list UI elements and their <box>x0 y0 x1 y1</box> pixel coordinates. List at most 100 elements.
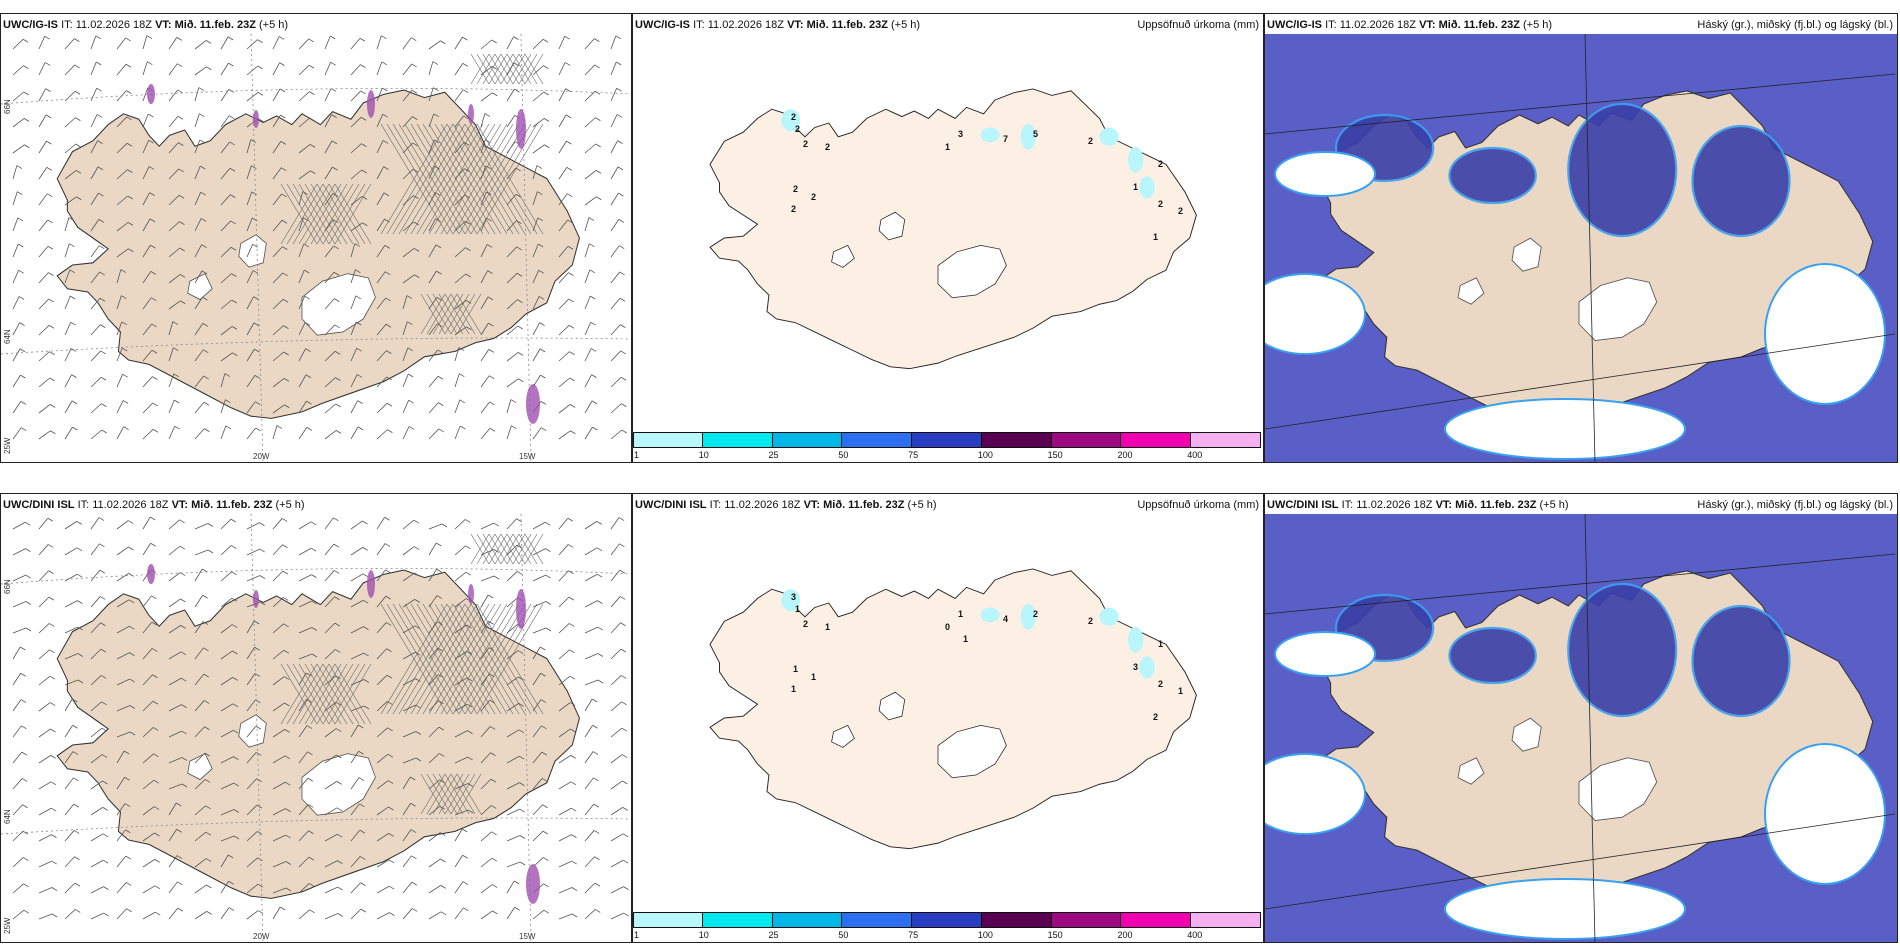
legend-tick-label: 100 <box>977 930 993 940</box>
cloud-map <box>1265 34 1897 462</box>
glacier <box>831 724 855 748</box>
wind-panel-row2: UWC/DINI ISL IT: 11.02.2026 18Z VT: Mið.… <box>0 493 632 943</box>
precip-value-label: 2 <box>803 619 809 629</box>
precip-area <box>980 607 1000 623</box>
precip-panel-row1: UWC/IG-IS IT: 11.02.2026 18Z VT: Mið. 11… <box>632 13 1264 463</box>
precip-area <box>1099 127 1119 146</box>
hatch-areas <box>280 533 544 815</box>
legend-swatch <box>842 432 913 448</box>
precip-value-label: 1 <box>795 604 801 614</box>
precip-title: Uppsöfnuð úrkoma (mm) <box>1137 19 1259 31</box>
panel-header: UWC/DINI ISL IT: 11.02.2026 18Z VT: Mið.… <box>3 499 305 511</box>
iceland-land <box>56 569 580 899</box>
legend-tick-label: 200 <box>1117 930 1133 940</box>
iceland-land <box>709 568 1197 850</box>
precip-value-label: 0 <box>945 622 951 632</box>
cloud-map <box>1265 514 1897 942</box>
clear-sky-area <box>1444 878 1686 940</box>
legend-swatch <box>1051 912 1122 928</box>
glacier <box>937 244 1007 299</box>
lon-label-20: 20W <box>253 452 270 461</box>
legend-tick-label: 1 <box>634 930 640 940</box>
precip-value-label: 1 <box>958 609 964 619</box>
legend-swatch <box>702 912 773 928</box>
glacier <box>1578 277 1658 341</box>
iceland-land <box>1319 570 1874 906</box>
legend-tick-label: 75 <box>908 450 919 460</box>
legend-tick-label: 25 <box>768 930 779 940</box>
panel-header: UWC/IG-IS IT: 11.02.2026 18Z VT: Mið. 11… <box>1267 19 1553 31</box>
precip-value-label: 3 <box>1133 662 1139 672</box>
glacier <box>238 234 267 268</box>
legend-tick-label: 150 <box>1047 450 1063 460</box>
cloud-title: Háský (gr.), miðský (fj.bl.) og lágský (… <box>1697 499 1893 511</box>
clear-sky-area <box>1265 273 1366 355</box>
clear-sky-area <box>1444 398 1686 460</box>
iceland-land <box>1319 90 1874 426</box>
glacier <box>1578 757 1658 821</box>
graticule <box>1265 34 1896 462</box>
coastline <box>56 89 580 419</box>
coastline <box>56 569 580 899</box>
lon-label-15: 15W <box>519 932 536 941</box>
precip-area <box>1099 607 1119 626</box>
clear-sky-area <box>1764 263 1886 405</box>
cloud-panel-row2: UWC/DINI ISL IT: 11.02.2026 18Z VT: Mið.… <box>1264 493 1898 943</box>
panel-header: UWC/IG-IS IT: 11.02.2026 18Z VT: Mið. 11… <box>635 19 921 31</box>
precip-value-label: 2 <box>1158 159 1164 169</box>
legend-tick-label: 100 <box>977 450 993 460</box>
precip-value-label: 2 <box>1178 206 1184 216</box>
legend-swatch <box>633 432 703 448</box>
legend-swatch <box>981 912 1052 928</box>
legend-swatch <box>1121 432 1192 448</box>
lon-label-25: 25W <box>3 917 12 934</box>
glacier <box>1457 757 1485 785</box>
lat-label-66: 66N <box>3 99 12 114</box>
precip-value-label: 2 <box>1088 616 1094 626</box>
legend-tick-label: 150 <box>1047 930 1063 940</box>
legend-tick-label: 1 <box>634 450 640 460</box>
precip-value-label: 2 <box>1088 136 1094 146</box>
precip-streaks <box>147 84 540 424</box>
lat-label-66: 66N <box>3 579 12 594</box>
legend-swatch <box>912 912 982 928</box>
precip-area <box>1139 656 1155 679</box>
legend-tick-label: 200 <box>1117 450 1133 460</box>
precip-value-label: 1 <box>1133 182 1139 192</box>
wind-map <box>1 514 631 942</box>
wind-barbs <box>12 516 629 920</box>
mid-cloud-area <box>1691 604 1791 718</box>
glacier <box>937 724 1007 779</box>
precip-value-label: 1 <box>1158 639 1164 649</box>
precip-value-label: 1 <box>811 672 817 682</box>
precip-value-label: 1 <box>1178 686 1184 696</box>
legend-tick-label: 400 <box>1187 930 1203 940</box>
clear-sky-area <box>1274 631 1376 677</box>
precip-area <box>781 109 801 132</box>
precip-value-label: 2 <box>793 184 799 194</box>
legend-swatch <box>772 912 843 928</box>
glacier <box>301 273 376 336</box>
precip-value-label: 2 <box>1153 712 1159 722</box>
glacier <box>878 211 906 241</box>
legend-swatch <box>912 432 982 448</box>
precip-area <box>980 127 1000 143</box>
lat-label-64: 64N <box>3 329 12 344</box>
legend-tick-label: 50 <box>838 930 849 940</box>
mid-cloud-area <box>1448 146 1537 205</box>
precip-value-label: 1 <box>963 634 969 644</box>
precip-value-label: 1 <box>825 622 831 632</box>
precip-area <box>1128 146 1144 173</box>
cloud-panel-row1: UWC/IG-IS IT: 11.02.2026 18Z VT: Mið. 11… <box>1264 13 1898 463</box>
coastline <box>709 88 1197 370</box>
precip-legend: 1 10 25 50 75 100 150 200 400 <box>633 912 1263 940</box>
precip-area <box>781 589 801 612</box>
precip-value-label: 3 <box>791 592 797 602</box>
wind-map <box>1 34 631 462</box>
precip-value-label: 2 <box>791 204 797 214</box>
legend-tick-label: 25 <box>768 450 779 460</box>
mid-cloud-area <box>1448 626 1537 685</box>
precip-streaks <box>147 564 540 904</box>
precip-value-label: 1 <box>1153 232 1159 242</box>
precip-value-label: 1 <box>791 684 797 694</box>
